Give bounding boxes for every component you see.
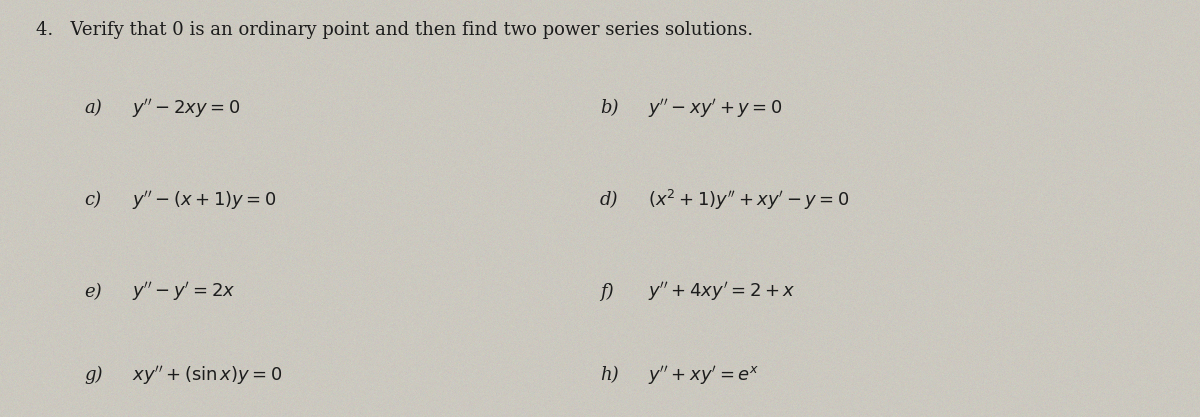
Text: c): c) bbox=[84, 191, 101, 209]
Text: b): b) bbox=[600, 99, 618, 118]
Text: $y''-(x+1)y=0$: $y''-(x+1)y=0$ bbox=[132, 188, 276, 212]
Text: a): a) bbox=[84, 99, 102, 118]
Text: $(x^2+1)y''+xy'-y=0$: $(x^2+1)y''+xy'-y=0$ bbox=[648, 188, 850, 212]
Text: $xy''+(\mathrm{sin}\,x)y=0$: $xy''+(\mathrm{sin}\,x)y=0$ bbox=[132, 364, 282, 387]
Text: 4.   Verify that 0 is an ordinary point and then find two power series solutions: 4. Verify that 0 is an ordinary point an… bbox=[36, 21, 754, 39]
Text: $y''+4xy'=2+x$: $y''+4xy'=2+x$ bbox=[648, 280, 796, 304]
Text: $y''-y'=2x$: $y''-y'=2x$ bbox=[132, 280, 235, 304]
Text: $y''-xy'+y=0$: $y''-xy'+y=0$ bbox=[648, 97, 782, 120]
Text: f): f) bbox=[600, 283, 613, 301]
Text: d): d) bbox=[600, 191, 618, 209]
Text: $y''-2xy=0$: $y''-2xy=0$ bbox=[132, 97, 240, 120]
Text: h): h) bbox=[600, 366, 619, 384]
Text: g): g) bbox=[84, 366, 102, 384]
Text: e): e) bbox=[84, 283, 102, 301]
Text: $y''+xy'=e^{x}$: $y''+xy'=e^{x}$ bbox=[648, 364, 760, 387]
